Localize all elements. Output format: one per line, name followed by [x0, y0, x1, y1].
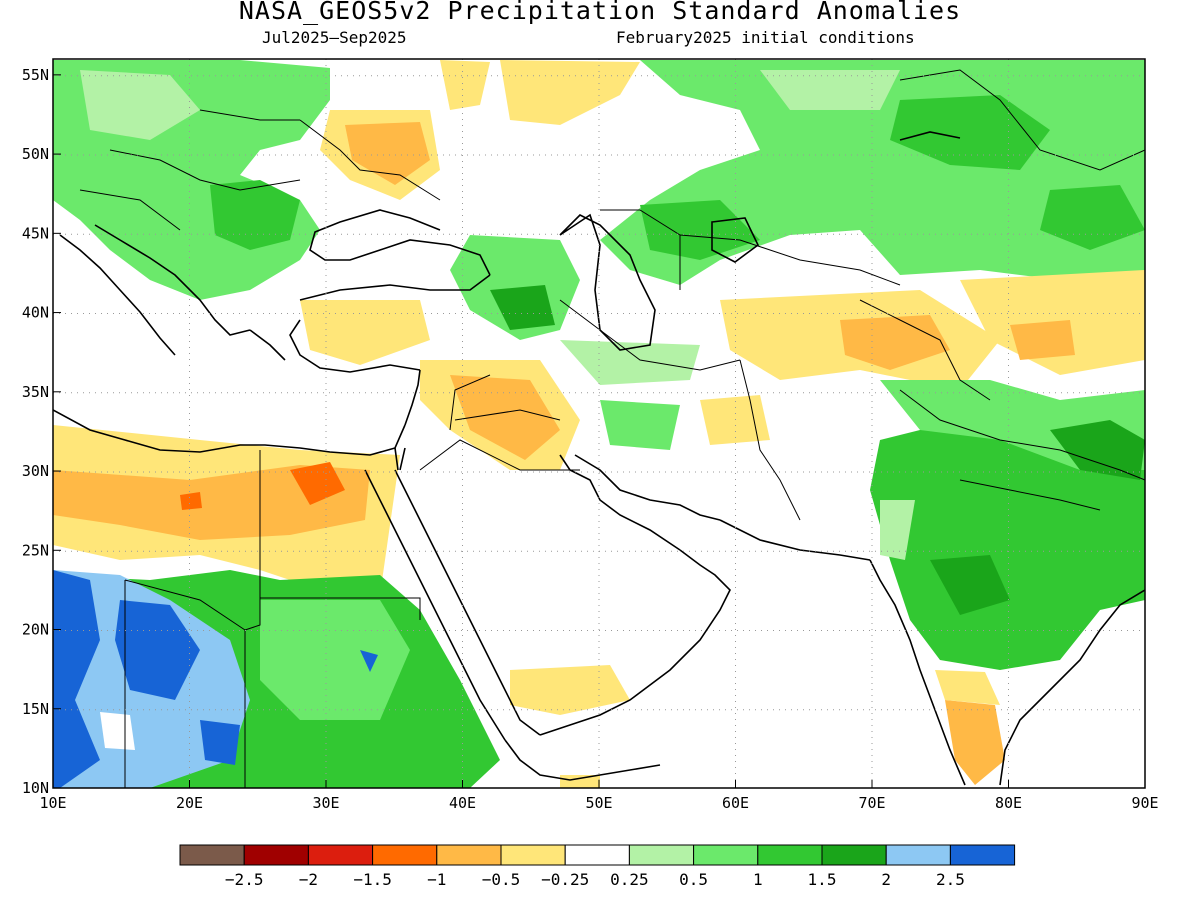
lon-tick-label: 70E	[858, 794, 885, 812]
lat-tick-label: 15N	[22, 700, 49, 718]
sahel-wet-light	[260, 600, 410, 720]
colorbar-label: 2.5	[936, 870, 965, 889]
valid-period: Jul2025–Sep2025	[262, 28, 407, 47]
colorbar-swatch	[179, 844, 245, 866]
mesopotamia-dry-core	[450, 375, 560, 460]
lon-tick-label: 90E	[1131, 794, 1158, 812]
colorbar-label: −1	[427, 870, 446, 889]
coastlines	[53, 131, 1145, 786]
lat-tick-label: 10N	[22, 779, 49, 797]
lat-tick-label: 30N	[22, 462, 49, 480]
anatolia-dry	[300, 300, 430, 365]
pakistan-dry-core	[840, 315, 950, 370]
grid-lines	[53, 59, 1145, 788]
lon-tick-label: 40E	[449, 794, 476, 812]
colorbar-label: 1	[753, 870, 763, 889]
lat-tick-label: 40N	[22, 304, 49, 322]
lon-tick-label: 20E	[176, 794, 203, 812]
lon-tick-label: 10E	[39, 794, 66, 812]
colorbar: −2.5 −2 −1.5 −1 −0.5 −0.25 0.25 0.5 1 1.5 2 2.5	[179, 844, 1016, 889]
map-axes: 10E 20E 30E 40E 50E 60E 70E 80E 90E 55N 50N 45N 40N 3…	[22, 66, 1159, 812]
egypt-dry-peak	[290, 462, 345, 505]
colorbar-label: −2.5	[225, 870, 264, 889]
lon-tick-label: 30E	[312, 794, 339, 812]
colorbar-label: 2	[881, 870, 891, 889]
russia-dry-core	[345, 122, 430, 185]
colorbar-label: −0.25	[541, 870, 589, 889]
colorbar-swatch	[757, 844, 823, 866]
central-asia-wet-core	[890, 95, 1050, 170]
lat-tick-label: 55N	[22, 66, 49, 84]
lat-tick-label: 25N	[22, 541, 49, 559]
colorbar-swatch	[821, 844, 887, 866]
colorbar-swatch	[628, 844, 695, 866]
colorbar-swatch	[949, 844, 1016, 866]
map-title: NASA_GEOS5v2 Precipitation Standard Anom…	[238, 0, 962, 25]
india-wet-area	[870, 420, 1145, 670]
colorbar-swatch	[436, 844, 502, 866]
europe-light-wet	[80, 70, 200, 140]
lon-tick-label: 80E	[995, 794, 1022, 812]
colorbar-swatch	[885, 844, 951, 866]
colorbar-swatch	[564, 844, 630, 866]
anomaly-fields	[53, 60, 1145, 788]
lon-tick-label: 60E	[722, 794, 749, 812]
colorbar-swatch	[372, 844, 438, 866]
colorbar-label: −2	[299, 870, 318, 889]
colorbar-label: 1.5	[808, 870, 837, 889]
lat-tick-label: 50N	[22, 145, 49, 163]
lat-tick-label: 45N	[22, 224, 49, 242]
lat-tick-label: 20N	[22, 621, 49, 639]
sahara-dry-core	[53, 465, 370, 540]
country-borders	[79, 69, 1145, 788]
caucasus-wet-core	[490, 285, 555, 330]
colorbar-swatch	[693, 844, 759, 866]
colorbar-label: 0.5	[679, 870, 708, 889]
colorbar-label: −1.5	[353, 870, 392, 889]
colorbar-label: 0.25	[610, 870, 649, 889]
colorbar-swatch	[307, 844, 374, 866]
colorbar-swatch	[500, 844, 566, 866]
init-conditions: February2025 initial conditions	[616, 28, 915, 47]
colorbar-label: −0.5	[482, 870, 521, 889]
south-india-dry	[945, 700, 1005, 785]
sahel-extreme-wet	[53, 570, 100, 788]
colorbar-swatch	[243, 844, 309, 866]
europe-wet-core	[210, 180, 300, 250]
lon-tick-label: 50E	[585, 794, 612, 812]
lat-tick-label: 35N	[22, 383, 49, 401]
